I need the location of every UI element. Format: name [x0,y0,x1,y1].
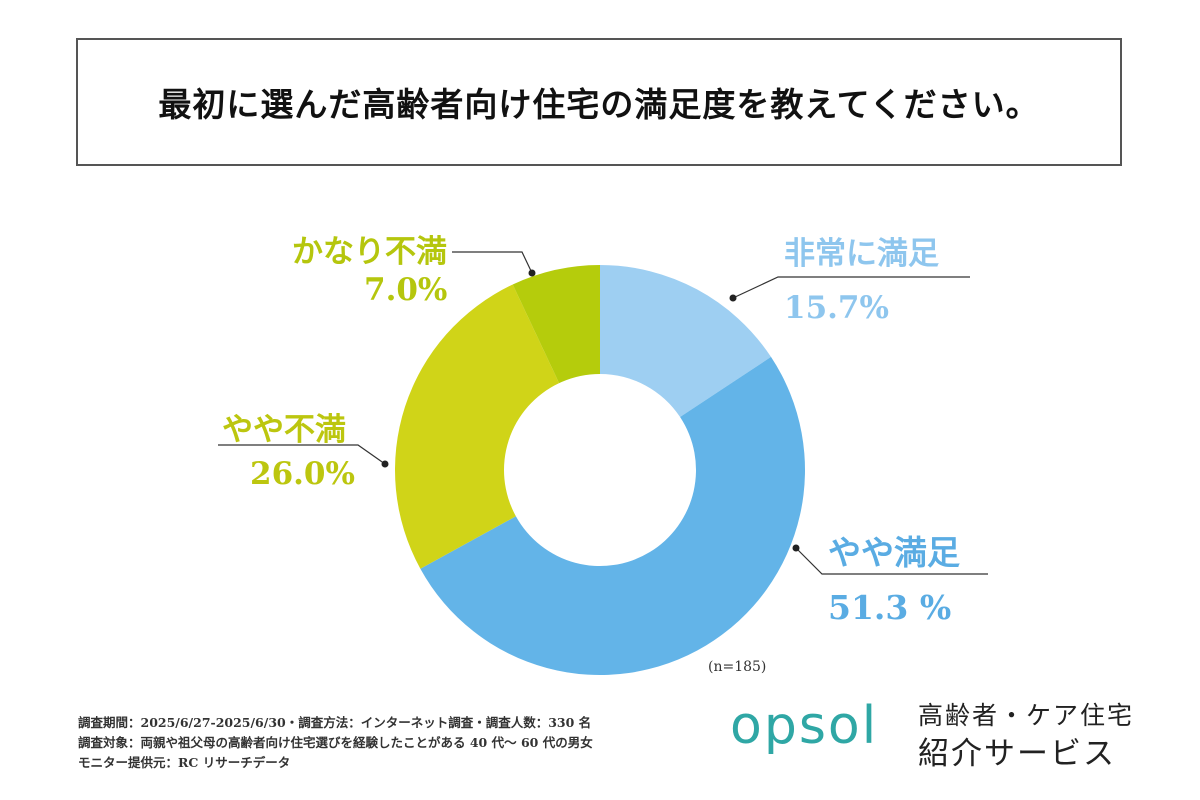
leader-somewhat-satisfied-dot [792,544,800,552]
brand-tagline-1: 高齢者・ケア住宅 [918,701,1135,730]
brand-tagline-2: 紹介サービス [918,736,1116,772]
value-somewhat-dissatisfied: 26.0% [250,456,355,492]
footnote-target: 調査対象：両親や祖父母の高齢者向け住宅選びを経験したことがある 40 代～ 60… [78,735,593,750]
leader-very-dissatisfied-dot [528,269,536,277]
title-box: 最初に選んだ高齢者向け住宅の満足度を教えてください。 [76,38,1122,166]
leader-very-dissatisfied [452,251,533,274]
leader-somewhat-dissatisfied [218,444,386,465]
footnote-source: モニター提供元：RC リサーチデータ [78,755,291,770]
slice-somewhat-satisfied [420,356,805,675]
value-very-dissatisfied: 7.0% [364,272,448,308]
slice-somewhat-dissatisfied [395,284,560,569]
label-very-dissatisfied: かなり不満 [292,234,447,270]
value-very-satisfied: 15.7% [784,290,889,326]
footnote-period: 調査期間：2025/6/27-2025/6/30・調査方法：インターネット調査・… [78,715,592,730]
slice-very-dissatisfied [512,265,600,384]
opsol-logo: opsol [730,696,879,756]
slice-very-satisfied [600,265,771,418]
leader-very-satisfied [732,276,970,299]
label-somewhat-dissatisfied: やや不満 [222,412,346,448]
leader-somewhat-dissatisfied-dot [381,460,389,468]
leader-somewhat-satisfied [795,547,988,575]
label-very-satisfied: 非常に満足 [784,236,939,272]
sample-size-label: (n=185) [708,659,767,675]
label-somewhat-satisfied: やや満足 [828,533,960,572]
value-somewhat-satisfied: 51.3 % [828,588,952,627]
chart-title: 最初に選んだ高齢者向け住宅の満足度を教えてください。 [158,85,1040,124]
leader-very-satisfied-dot [729,294,737,302]
